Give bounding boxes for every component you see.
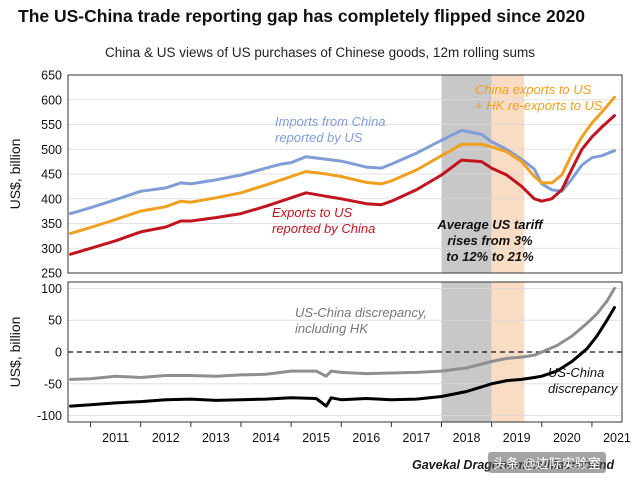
x-tick-label: 2018	[453, 431, 481, 445]
annotation-exports_hk: China exports to US + HK re-exports to US	[475, 82, 603, 113]
y-tick-label: 400	[41, 192, 62, 206]
chart-title: The US-China trade reporting gap has com…	[18, 6, 585, 26]
x-tick-label: 2012	[152, 431, 180, 445]
annotation-line: Exports to US	[272, 205, 353, 220]
y-tick-label: 50	[48, 314, 62, 328]
annotation-line: US-China discrepancy,	[295, 305, 427, 320]
annotation-exports_china: Exports to US reported by China	[272, 205, 375, 236]
x-tick-label: 2020	[553, 431, 581, 445]
plot-frame	[67, 74, 623, 274]
y-axis-label: US$, billion	[7, 139, 23, 210]
annotation-discrepancy_hk: US-China discrepancy, including HK	[295, 305, 427, 336]
y-tick-label: -50	[44, 377, 62, 391]
y-tick-label: 550	[41, 118, 62, 132]
x-tick-label: 2015	[302, 431, 330, 445]
annotation-line: reported by China	[272, 221, 375, 236]
x-tick-label: 2011	[102, 431, 129, 445]
x-tick-label: 2019	[503, 431, 531, 445]
chart-subtitle: China & US views of US purchases of Chin…	[105, 45, 535, 60]
annotation-line: discrepancy	[548, 381, 619, 396]
y-tick-label: -100	[37, 409, 62, 423]
annotation-line: US-China	[548, 365, 604, 380]
watermark: 头条 @边际实验室	[488, 452, 606, 473]
plot-frame	[67, 281, 623, 423]
y-tick-label: 100	[41, 282, 62, 296]
annotation-line: rises from 3%	[447, 233, 533, 248]
annotation-line: + HK re-exports to US	[475, 98, 603, 113]
annotation-imports_us: Imports from China reported by US	[275, 114, 386, 145]
annotation-line: Imports from China	[275, 114, 386, 129]
y-tick-label: 350	[41, 217, 62, 231]
x-tick-label: 2021	[603, 431, 631, 445]
series-line-discrepancy	[69, 306, 616, 408]
annotation-line: China exports to US	[475, 82, 592, 97]
series-line-discrepancy_hk	[69, 286, 616, 381]
annotation-line: including HK	[295, 321, 369, 336]
y-tick-label: 450	[41, 168, 62, 182]
series-line-exports_hk	[69, 95, 616, 235]
series-line-imports_us	[69, 128, 616, 216]
y-tick-label: 650	[41, 69, 62, 83]
annotation-line: reported by US	[275, 130, 363, 145]
annotation-line: Average US tariff	[436, 217, 544, 232]
annotation-discrepancy: US-China discrepancy	[548, 365, 619, 396]
series-line-exports_china	[69, 114, 616, 256]
x-tick-label: 2016	[352, 431, 380, 445]
x-tick-label: 2014	[252, 431, 280, 445]
y-tick-label: 600	[41, 93, 62, 107]
y-tick-label: 500	[41, 143, 62, 157]
y-tick-label: 300	[41, 242, 62, 256]
y-tick-label: 250	[41, 267, 62, 281]
x-tick-label: 2013	[202, 431, 230, 445]
y-tick-label: 0	[55, 346, 62, 360]
annotation-line: to 12% to 21%	[446, 249, 534, 264]
x-tick-label: 2017	[403, 431, 431, 445]
y-axis-label: US$, billion	[7, 317, 23, 388]
annotation-tariff: Average US tariff rises from 3% to 12% to …	[436, 217, 544, 264]
